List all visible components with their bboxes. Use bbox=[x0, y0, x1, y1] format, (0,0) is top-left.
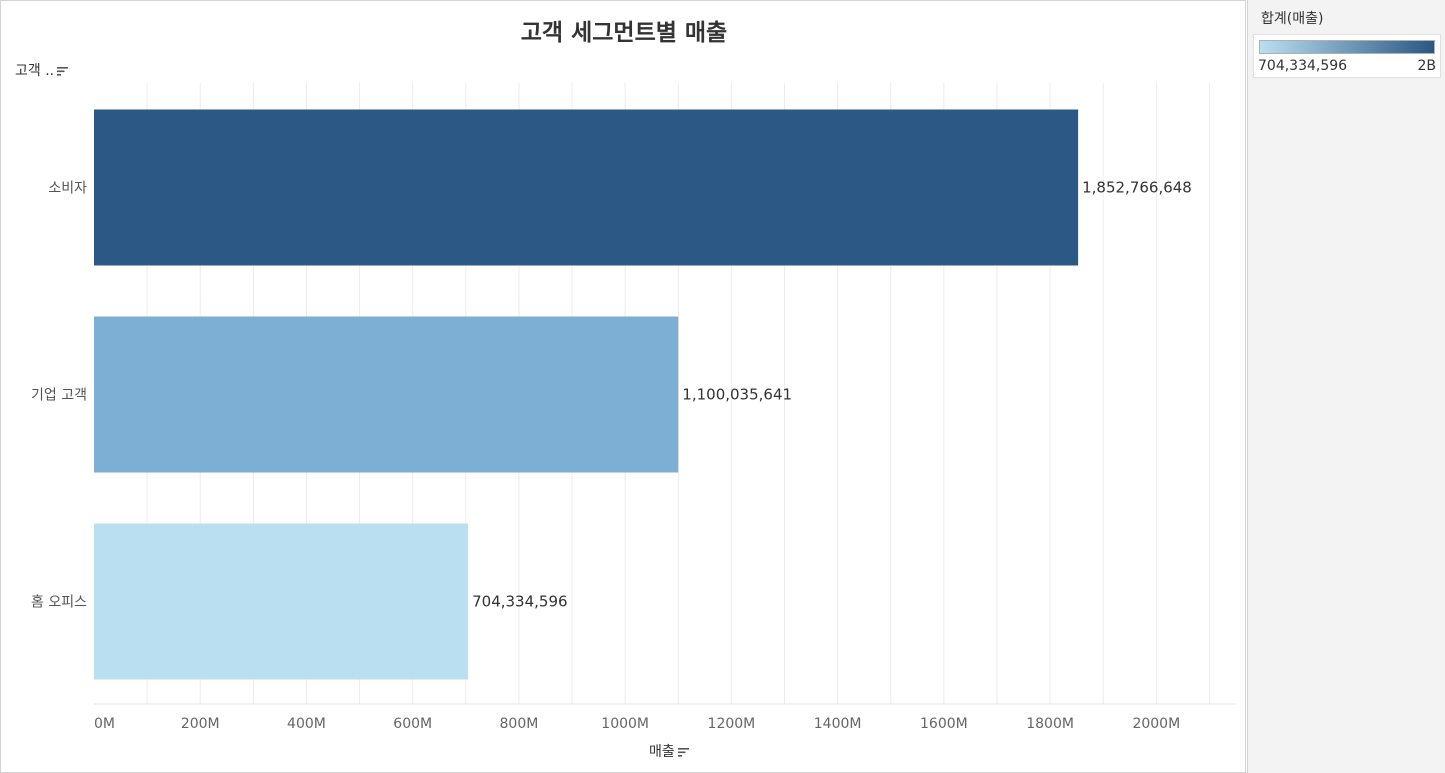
bar-2[interactable] bbox=[94, 316, 679, 473]
x-tick-label: 800M bbox=[500, 716, 539, 732]
x-tick-label: 1400M bbox=[814, 716, 862, 732]
chart-title: 고객 세그먼트별 매출 bbox=[520, 20, 728, 46]
category-label: 기업 고객 bbox=[31, 388, 87, 404]
category-label: 소비자 bbox=[48, 181, 87, 197]
color-legend[interactable]: 704,334,596 2B bbox=[1253, 34, 1441, 78]
x-tick-label: 400M bbox=[287, 716, 326, 732]
x-tick-label: 1600M bbox=[920, 716, 968, 732]
x-tick-label: 1800M bbox=[1026, 716, 1074, 732]
chart-panel: 고객 세그먼트별 매출 고객 .. 1,852,766,648 1,100,035… bbox=[0, 0, 1246, 773]
row-field-header[interactable]: 고객 .. bbox=[15, 60, 69, 80]
row-field-label: 고객 .. bbox=[15, 63, 55, 79]
bar-value-label: 704,334,596 bbox=[472, 593, 567, 611]
bar-value-label: 1,852,766,648 bbox=[1082, 179, 1192, 197]
x-tick-label: 0M bbox=[94, 716, 115, 732]
x-axis-label: 매출 bbox=[649, 744, 675, 760]
legend-min-label: 704,334,596 bbox=[1258, 58, 1348, 74]
category-label: 홈 오피스 bbox=[31, 595, 87, 611]
sort-icon[interactable] bbox=[57, 66, 69, 76]
x-axis-title[interactable]: 매출 bbox=[649, 741, 689, 761]
x-tick-label: 1000M bbox=[601, 716, 649, 732]
legend-color-ramp bbox=[1259, 40, 1435, 54]
x-tick-label: 2000M bbox=[1132, 716, 1180, 732]
legend-title: 합계(매출) bbox=[1261, 11, 1324, 27]
legend-panel: 합계(매출) 704,334,596 2B bbox=[1247, 0, 1445, 773]
bar-3[interactable] bbox=[94, 523, 469, 680]
x-tick-label: 600M bbox=[393, 716, 432, 732]
sort-icon[interactable] bbox=[677, 747, 689, 757]
bar-1[interactable] bbox=[94, 109, 1079, 266]
legend-max-label: 2B bbox=[1417, 58, 1436, 74]
bar-chart: 1,852,766,648 1,100,035,641 704,334,596 소비… bbox=[31, 83, 1236, 732]
x-tick-label: 200M bbox=[181, 716, 220, 732]
x-tick-label: 1200M bbox=[708, 716, 756, 732]
bar-value-label: 1,100,035,641 bbox=[682, 386, 792, 404]
